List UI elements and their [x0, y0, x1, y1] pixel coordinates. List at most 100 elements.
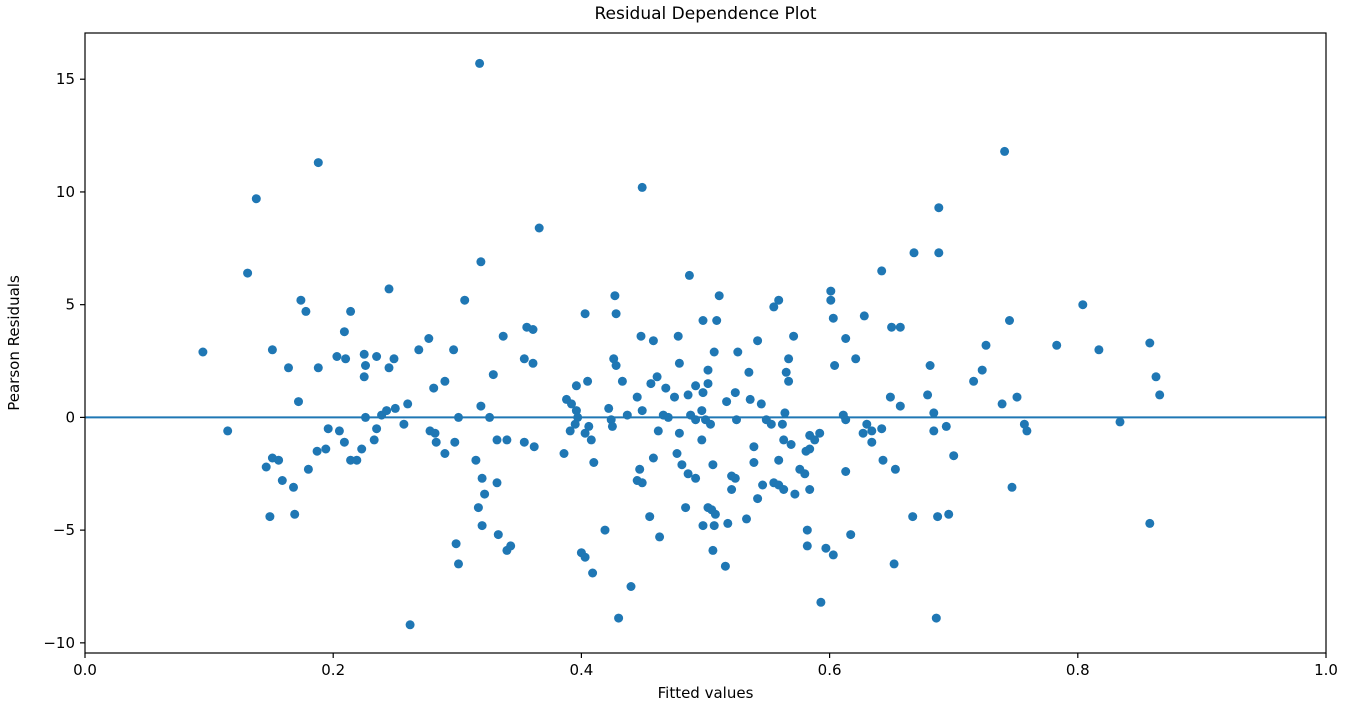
scatter-point: [440, 449, 450, 458]
scatter-point: [708, 460, 718, 470]
scatter-point: [878, 455, 888, 465]
scatter-point: [929, 408, 939, 418]
scatter-point: [769, 302, 779, 312]
scatter-point: [826, 295, 836, 305]
scatter-point: [626, 582, 636, 591]
scatter-point: [714, 291, 724, 301]
scatter-point: [389, 354, 399, 364]
scatter-point: [697, 435, 707, 445]
scatter-point: [889, 559, 899, 569]
scatter-point: [290, 509, 300, 519]
scatter-point: [727, 485, 737, 494]
scatter-point: [683, 390, 693, 400]
scatter-point: [877, 424, 887, 434]
scatter-point: [267, 345, 277, 355]
scatter-point: [779, 485, 789, 494]
scatter-point: [277, 476, 287, 485]
scatter-point: [923, 390, 933, 400]
scatter-point: [830, 361, 840, 370]
scatter-point: [698, 316, 708, 325]
scatter-point: [720, 561, 730, 571]
scatter-point: [909, 248, 919, 258]
scatter-point: [339, 327, 349, 337]
scatter-point: [405, 620, 415, 630]
scatter-point: [929, 426, 939, 436]
scatter-point: [646, 379, 656, 389]
scatter-point: [477, 473, 487, 483]
scatter-point: [346, 455, 356, 465]
scatter-point: [877, 266, 887, 276]
scatter-point: [637, 182, 647, 192]
scatter-point: [730, 473, 740, 483]
scatter-point: [1151, 372, 1161, 382]
scatter-point: [528, 358, 538, 368]
scatter-point: [934, 248, 944, 258]
scatter-point: [1022, 426, 1032, 436]
x-tick-label: 0.4: [569, 661, 593, 679]
scatter-point: [786, 440, 796, 449]
y-tick-label: −10: [43, 634, 75, 652]
scatter-point: [559, 449, 569, 458]
scatter-point: [473, 503, 483, 513]
scatter-point: [430, 428, 440, 438]
scatter-point: [862, 419, 872, 429]
scatter-point: [369, 435, 379, 445]
scatter-point: [372, 424, 382, 434]
scatter-point: [753, 336, 763, 346]
scatter-point: [805, 485, 815, 494]
scatter-point: [251, 194, 261, 204]
scatter-point: [567, 399, 576, 409]
scatter-point: [941, 421, 951, 431]
scatter-point: [265, 512, 275, 522]
scatter-point: [274, 455, 284, 465]
scatter-point: [475, 58, 485, 68]
scatter-point: [706, 419, 715, 429]
scatter-point: [977, 365, 987, 375]
scatter-point: [571, 381, 581, 391]
scatter-point: [346, 306, 356, 316]
scatter-point: [846, 530, 856, 540]
plot-area: [85, 33, 1326, 653]
scatter-point: [777, 419, 787, 429]
y-tick-label: −5: [53, 521, 75, 539]
scatter-point: [815, 428, 825, 438]
scatter-point: [607, 421, 617, 431]
scatter-point: [774, 295, 784, 305]
scatter-point: [648, 453, 658, 463]
scatter-point: [243, 268, 253, 278]
scatter-point: [600, 525, 610, 535]
scatter-point: [471, 455, 481, 465]
scatter-point: [672, 449, 682, 458]
scatter-point: [691, 381, 701, 391]
scatter-point: [611, 361, 621, 370]
scatter-point: [584, 421, 594, 431]
scatter-point: [758, 480, 768, 490]
scatter-point: [284, 363, 293, 373]
scatter-point: [645, 512, 655, 522]
scatter-point: [506, 541, 516, 551]
scatter-point: [313, 363, 323, 373]
scatter-point: [802, 541, 812, 551]
scatter-point: [969, 376, 979, 386]
scatter-point: [223, 426, 233, 436]
scatter-point: [779, 435, 789, 445]
scatter-point: [698, 521, 708, 531]
y-tick-label: 10: [56, 183, 75, 201]
scatter-point: [867, 437, 877, 447]
scatter-point: [722, 397, 732, 407]
scatter-point: [655, 532, 665, 542]
scatter-point: [390, 403, 400, 413]
y-tick-label: 5: [65, 296, 75, 314]
scatter-point: [301, 306, 311, 316]
scatter-point: [492, 435, 502, 445]
scatter-point: [648, 336, 658, 346]
x-tick-label: 0.2: [321, 661, 345, 679]
scatter-point: [933, 512, 943, 522]
scatter-point: [703, 379, 713, 389]
scatter-point: [661, 383, 671, 393]
scatter-point: [261, 462, 271, 472]
scatter-point: [528, 325, 538, 334]
scatter-point: [828, 313, 838, 323]
scatter-point: [1078, 300, 1088, 310]
